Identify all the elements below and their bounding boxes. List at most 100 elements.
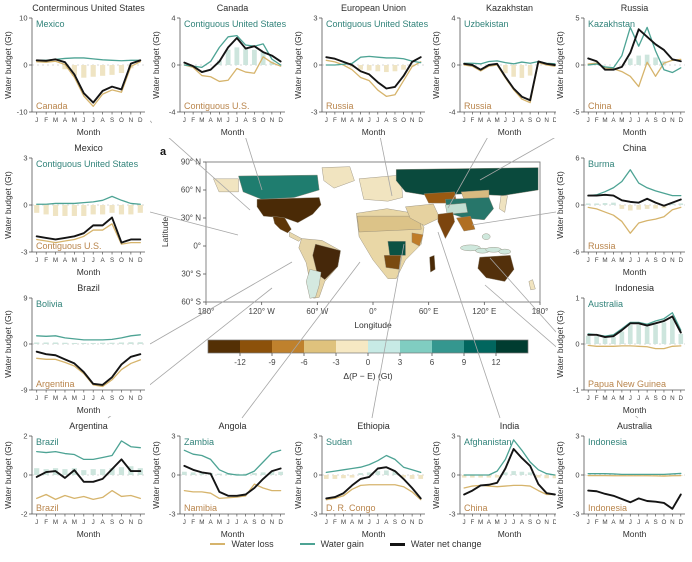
y-tick-label: -10 — [17, 108, 28, 117]
y-tick-label: -3 — [449, 510, 456, 519]
month-tick-label: A — [244, 117, 249, 124]
month-tick-label: J — [35, 257, 38, 264]
y-tick-label: -3 — [311, 510, 318, 519]
panel-title: Australia — [617, 421, 652, 431]
chart-canvas: Conterminous United States Water budget (… — [3, 3, 145, 137]
gain-line — [325, 55, 422, 66]
month-tick-label: J — [82, 117, 85, 124]
month-tick-label: S — [252, 117, 256, 124]
y-tick-label: 0 — [451, 471, 455, 480]
month-tick-label: J — [637, 395, 640, 402]
month-tick-label: J — [92, 257, 95, 264]
month-tick-label: A — [350, 117, 355, 124]
longitude-tick-label: 60° E — [419, 307, 439, 316]
chart-panel-argentina: Argentina Water budget (Gt) 2 0 -2 J F M A M J J A S O… — [3, 420, 150, 540]
month-tick-label: J — [227, 117, 230, 124]
panel-title: Kazakhstan — [486, 3, 533, 13]
month-tick-label: J — [629, 519, 632, 526]
month-tick-label: S — [110, 257, 114, 264]
loss-region-label: China — [464, 503, 488, 513]
month-tick-label: D — [679, 257, 684, 264]
chart-panel-russia: Russia Water budget (Gt) 5 0 -5 J F M A M J J A S O N D M… — [555, 2, 690, 138]
y-tick-label: -9 — [21, 386, 28, 395]
month-tick-label: M — [199, 117, 204, 124]
gain-line — [36, 440, 141, 461]
region-japan — [498, 195, 508, 213]
y-axis-label: Water budget (Gt) — [152, 441, 161, 509]
map-connector-line — [447, 125, 495, 209]
y-axis-label: Water budget (Gt) — [294, 441, 303, 509]
region-indonesia — [481, 233, 491, 240]
month-tick-label: F — [44, 519, 48, 526]
longitude-tick-label: 120° E — [472, 307, 496, 316]
month-tick-label: A — [209, 117, 214, 124]
month-tick-label: J — [92, 395, 95, 402]
month-tick-label: A — [63, 117, 68, 124]
x-axis-label: Month — [498, 127, 522, 137]
month-tick-label: O — [401, 117, 406, 124]
x-axis-label: Month — [362, 127, 386, 137]
y-tick-label: 0 — [23, 61, 27, 70]
colorbar-tick-label: -3 — [332, 358, 340, 367]
x-axis-label: Month — [77, 267, 101, 277]
month-tick-label: J — [92, 117, 95, 124]
month-tick-label: A — [487, 519, 492, 526]
map-y-axis-label: Latitude — [160, 217, 170, 248]
region-central-america — [289, 231, 302, 242]
net-line — [587, 315, 682, 339]
budget-bars — [323, 470, 424, 479]
budget-bars — [461, 471, 558, 479]
month-tick-label: F — [333, 117, 337, 124]
month-tick-label: J — [637, 519, 640, 526]
month-tick-label: M — [217, 519, 222, 526]
colorbar-tick-label: 9 — [462, 358, 467, 367]
month-tick-label: D — [418, 519, 423, 526]
region-madagascar — [429, 255, 436, 273]
region-sahara — [357, 215, 422, 233]
month-tick-label: A — [520, 117, 525, 124]
y-axis-label: Water budget (Gt) — [556, 441, 565, 509]
world-map: 90° N 60° N 30° N 0° 30° S 60° S 180° 120° W 60°… — [160, 158, 548, 330]
gain-region-label: Contiguous United States — [184, 19, 287, 29]
month-tick-label: M — [478, 117, 483, 124]
latitude-tick-label: 30° N — [181, 214, 201, 223]
panel-title: Angola — [218, 421, 246, 431]
gain-line — [587, 472, 682, 475]
month-tick-label: J — [504, 519, 507, 526]
month-tick-label: J — [183, 519, 186, 526]
month-tick-label: N — [670, 117, 675, 124]
y-axis-label: Water budget (Gt) — [556, 171, 565, 239]
month-tick-label: A — [384, 117, 389, 124]
gain-region-label: Bolivia — [36, 299, 63, 309]
month-tick-label: S — [528, 519, 532, 526]
legend-line-swatch — [299, 543, 315, 545]
colorbar-tick-label: 6 — [430, 358, 435, 367]
loss-line — [36, 223, 141, 245]
loss-region-label: Canada — [36, 101, 68, 111]
month-tick-label: J — [512, 519, 515, 526]
legend-line-swatch — [210, 543, 226, 545]
month-tick-label: J — [35, 117, 38, 124]
region-southeast-asia — [456, 215, 476, 232]
panel-title: Indonesia — [615, 283, 654, 293]
legend-label: Water loss — [231, 539, 274, 549]
loss-region-label: Contiguous U.S. — [36, 241, 102, 251]
x-axis-label: Month — [77, 127, 101, 137]
month-tick-label: M — [341, 519, 346, 526]
month-tick-label: A — [611, 257, 616, 264]
region-new-zealand — [528, 279, 536, 291]
y-tick-label: 3 — [171, 432, 175, 441]
month-tick-label: J — [183, 117, 186, 124]
gain-line — [463, 439, 556, 476]
month-tick-label: J — [82, 519, 85, 526]
month-tick-label: M — [72, 395, 77, 402]
y-tick-label: 3 — [451, 432, 455, 441]
month-tick-label: J — [376, 519, 379, 526]
month-tick-label: A — [209, 519, 214, 526]
x-axis-label: Month — [221, 127, 245, 137]
month-tick-label: A — [645, 117, 650, 124]
